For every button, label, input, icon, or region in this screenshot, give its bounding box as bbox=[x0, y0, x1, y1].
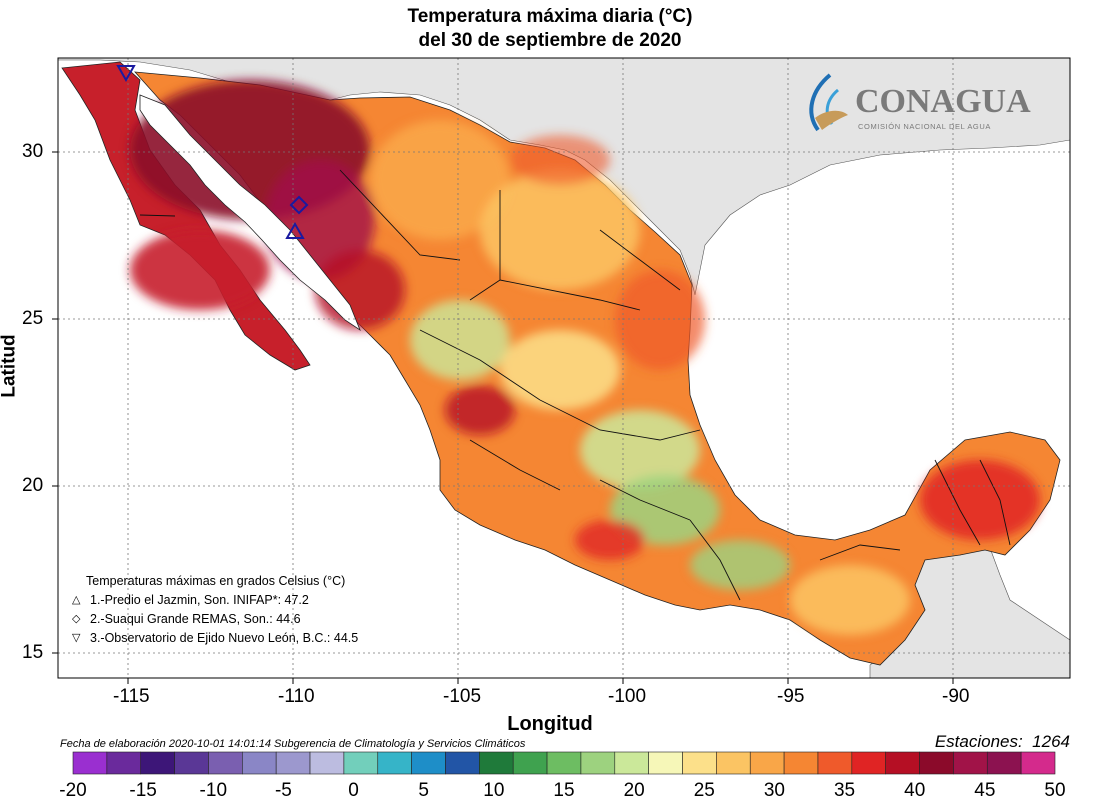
colorbar-label: 40 bbox=[904, 780, 926, 801]
colorbar-swatch bbox=[546, 751, 582, 775]
colorbar-swatch bbox=[242, 751, 277, 775]
legend-item: ◇ 2.-Suaqui Grande REMAS, Son.: 44.6 bbox=[72, 610, 358, 629]
colorbar-swatch bbox=[106, 751, 142, 775]
temperature-field bbox=[130, 80, 1040, 635]
station-count-label: Estaciones: bbox=[934, 732, 1023, 751]
y-tick-label: 30 bbox=[22, 141, 44, 162]
colorbar-swatch bbox=[343, 751, 379, 775]
colorbar-swatch bbox=[614, 751, 649, 775]
colorbar-swatch bbox=[512, 751, 548, 775]
colorbar-swatch bbox=[716, 751, 751, 775]
colorbar-label: 35 bbox=[833, 780, 856, 801]
legend-item-text: 3.-Observatorio de Ejido Nuevo León, B.C… bbox=[90, 631, 359, 645]
colorbar-swatch bbox=[72, 751, 108, 775]
y-tick-label: 15 bbox=[22, 642, 44, 663]
colorbar-swatch bbox=[275, 751, 311, 775]
state-borders bbox=[139, 169, 1011, 601]
colorbar-swatch bbox=[919, 751, 954, 775]
conagua-logo-emblem bbox=[809, 73, 848, 132]
colorbar-label: 0 bbox=[348, 780, 359, 801]
tick-marks bbox=[52, 151, 954, 684]
x-tick-label: -105 bbox=[443, 686, 482, 707]
legend-item: △ 1.-Predio el Jazmin, Son. INIFAP*: 47.… bbox=[72, 591, 358, 610]
colorbar-swatch bbox=[749, 751, 785, 775]
colorbar-swatch bbox=[851, 751, 886, 775]
colorbar-label: 10 bbox=[483, 780, 505, 801]
station-count-value: 1264 bbox=[1032, 732, 1070, 751]
colorbar-label: 30 bbox=[763, 780, 785, 801]
station-marker-diamond bbox=[289, 195, 309, 215]
conagua-logo-name: CONAGUA bbox=[855, 83, 1031, 120]
legend-item-text: 2.-Suaqui Grande REMAS, Son.: 44.6 bbox=[90, 612, 301, 626]
gulf-of-california bbox=[139, 94, 361, 332]
colorbar-label: 25 bbox=[693, 780, 715, 801]
colorbar-swatch bbox=[208, 751, 243, 775]
triangle-up-icon: △ bbox=[72, 594, 81, 606]
y-tick-label: 20 bbox=[22, 475, 44, 496]
y-axis-label: Latitud bbox=[0, 334, 20, 398]
colorbar-label: -10 bbox=[199, 780, 228, 801]
x-tick-label: -95 bbox=[777, 686, 805, 707]
diamond-icon: ◇ bbox=[72, 613, 81, 625]
x-tick-label: -100 bbox=[608, 686, 647, 707]
x-axis-label: Longitud bbox=[507, 713, 593, 735]
station-legend: Temperaturas máximas en grados Celsius (… bbox=[72, 572, 358, 648]
colorbar-swatch bbox=[682, 751, 717, 775]
colorbar-swatch bbox=[479, 751, 514, 775]
colorbar-swatch bbox=[580, 751, 616, 775]
colorbar-swatch bbox=[174, 751, 209, 775]
elaboration-date: Fecha de elaboración 2020-10-01 14:01:14… bbox=[60, 738, 526, 750]
colorbar-swatch bbox=[648, 751, 683, 775]
map-title-line2: del 30 de septiembre de 2020 bbox=[418, 30, 682, 51]
colorbar-swatch bbox=[445, 751, 480, 775]
x-tick-label: -110 bbox=[278, 686, 315, 707]
gridlines bbox=[58, 58, 1070, 678]
plot-frame bbox=[57, 57, 1071, 679]
map-title-line1: Temperatura máxima diaria (°C) bbox=[407, 6, 693, 27]
colorbar-label: 15 bbox=[553, 780, 575, 801]
colorbar-swatch bbox=[309, 751, 345, 775]
x-tick-label: -90 bbox=[942, 686, 970, 707]
x-tick-label: -115 bbox=[113, 686, 150, 707]
colorbar-label: -5 bbox=[274, 780, 292, 801]
colorbar-label: 45 bbox=[974, 780, 996, 801]
legend-item-text: 1.-Predio el Jazmin, Son. INIFAP*: 47.2 bbox=[90, 593, 309, 607]
colorbar-label: 20 bbox=[623, 780, 645, 801]
y-tick-label: 25 bbox=[22, 308, 44, 329]
legend-item: ▽ 3.-Observatorio de Ejido Nuevo León, B… bbox=[72, 629, 358, 648]
station-count: Estaciones: 1264 bbox=[935, 732, 1070, 752]
colorbar-swatch bbox=[377, 751, 412, 775]
colorbar-swatch bbox=[411, 751, 446, 775]
conagua-logo-subtitle: COMISIÓN NACIONAL DEL AGUA bbox=[858, 122, 991, 131]
colorbar-swatch bbox=[986, 751, 1022, 775]
station-marker-triangle-up bbox=[285, 221, 305, 239]
colorbar-swatch bbox=[953, 751, 988, 775]
colorbar-swatch bbox=[140, 751, 175, 775]
colorbar-swatch bbox=[885, 751, 920, 775]
colorbar-label: -15 bbox=[129, 780, 157, 801]
colorbar-swatch bbox=[1020, 751, 1056, 775]
colorbar-label: -20 bbox=[59, 780, 87, 801]
legend-heading: Temperaturas máximas en grados Celsius (… bbox=[86, 574, 346, 588]
station-marker-triangle-down bbox=[116, 65, 136, 83]
triangle-down-icon: ▽ bbox=[72, 632, 81, 644]
colorbar-label: 50 bbox=[1044, 780, 1066, 801]
colorbar bbox=[72, 751, 1056, 775]
colorbar-swatch bbox=[783, 751, 819, 775]
colorbar-label: 5 bbox=[418, 780, 429, 801]
colorbar-swatch bbox=[817, 751, 853, 775]
